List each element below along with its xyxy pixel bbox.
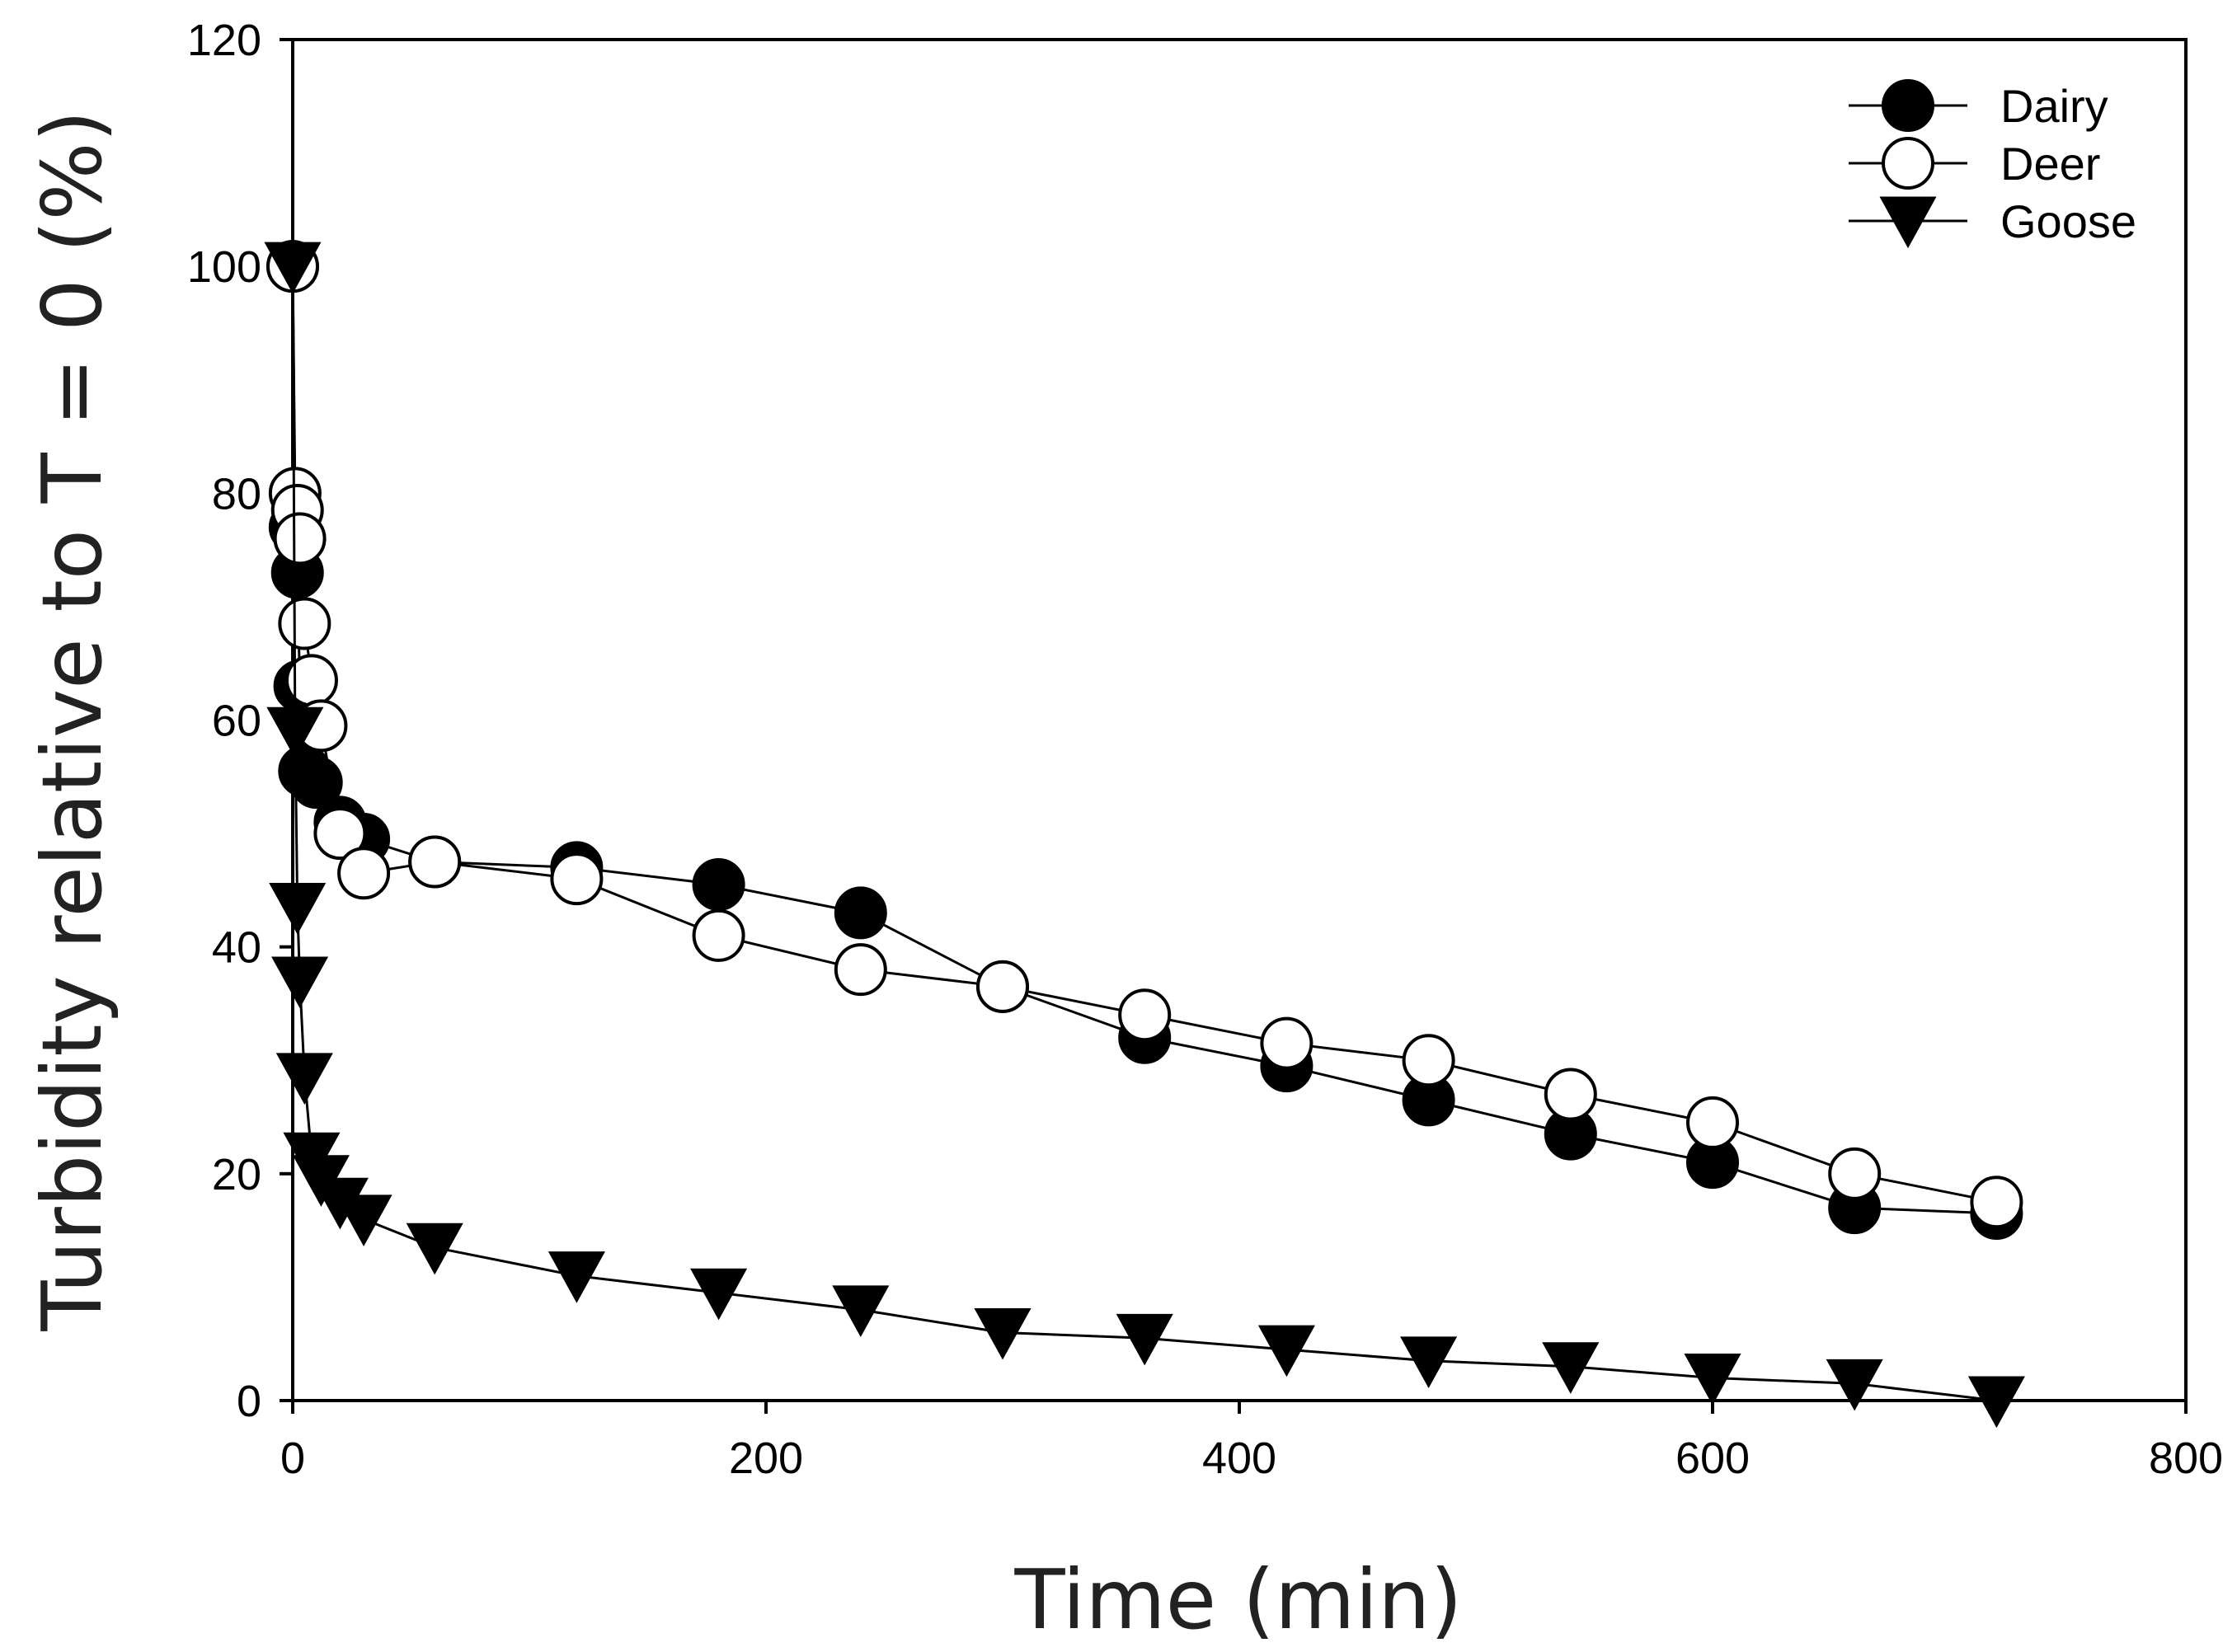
x-tick-label: 800 [2149, 1434, 2223, 1483]
series-dairy [266, 240, 2023, 1240]
y-tick-label: 0 [237, 1377, 261, 1426]
deer-point [550, 852, 604, 906]
goose-point [1116, 1313, 1173, 1366]
goose-point [1967, 1376, 2025, 1429]
deer-point [834, 943, 887, 997]
legend-item-goose: Goose [1849, 195, 2136, 249]
x-tick-label: 200 [729, 1434, 803, 1483]
goose-point [1826, 1359, 1883, 1411]
goose-point [1542, 1342, 1600, 1394]
deer-point [976, 960, 1029, 1013]
dairy-point [834, 886, 887, 940]
deer-point [1544, 1068, 1597, 1121]
legend-label-dairy: Dairy [2000, 80, 2108, 132]
deer-point [1686, 1096, 1739, 1149]
y-tick-label: 20 [212, 1150, 261, 1199]
goose-point [275, 1053, 333, 1105]
deer-point [1402, 1034, 1455, 1087]
series-deer [266, 240, 2023, 1229]
x-axis-title: Time (min) [1013, 1551, 1462, 1648]
goose-point [269, 883, 327, 935]
legend-item-deer: Deer [1849, 137, 2100, 190]
goose-point [406, 1223, 463, 1275]
axes [291, 38, 2188, 1402]
deer-point [1260, 1016, 1314, 1070]
x-tick-label: 0 [280, 1434, 305, 1483]
goose-point [271, 956, 329, 1009]
goose-point [1257, 1325, 1315, 1377]
y-tick-label: 120 [187, 16, 261, 65]
goose-point [1684, 1353, 1741, 1406]
tick-marks: 0 200 400 600 800 0 20 40 60 80 100 120 [187, 16, 2223, 1483]
plot-frame [291, 38, 2188, 1402]
deer-point [1970, 1176, 2023, 1229]
deer-point [278, 597, 331, 650]
goose-point [548, 1251, 605, 1303]
x-tick-label: 600 [1675, 1434, 1750, 1483]
dairy-line [291, 266, 1997, 1215]
dairy-point [692, 857, 745, 911]
series-goose [264, 242, 2025, 1429]
y-tick-label: 80 [212, 469, 261, 519]
deer-point [1828, 1147, 1882, 1200]
deer-point [408, 835, 462, 889]
deer-point [273, 512, 327, 566]
goose-point [690, 1268, 748, 1321]
goose-point [266, 706, 324, 759]
y-axis-title: Turbidity relative to T = 0 (%) [24, 110, 120, 1331]
goose-line [291, 266, 1997, 1402]
y-tick-label: 60 [212, 697, 261, 746]
deer-point [313, 807, 367, 861]
deer-point [1118, 988, 1172, 1042]
y-tick-label: 40 [212, 923, 261, 973]
goose-point [264, 242, 322, 294]
legend-label-goose: Goose [2000, 195, 2136, 247]
goose-point [974, 1307, 1032, 1360]
legend-label-deer: Deer [2000, 138, 2100, 190]
goose-point [832, 1285, 890, 1338]
goose-point [1400, 1336, 1458, 1388]
x-tick-label: 400 [1202, 1434, 1276, 1483]
y-tick-label: 100 [187, 242, 261, 292]
legend-marker-deer [1882, 137, 1934, 190]
legend-item-dairy: Dairy [1849, 79, 2108, 132]
data-series [264, 240, 2025, 1429]
legend-marker-goose [1879, 196, 1937, 249]
goose-point [335, 1194, 392, 1246]
deer-point [337, 847, 391, 900]
legend-marker-dairy [1882, 79, 1934, 132]
deer-point [692, 908, 745, 962]
